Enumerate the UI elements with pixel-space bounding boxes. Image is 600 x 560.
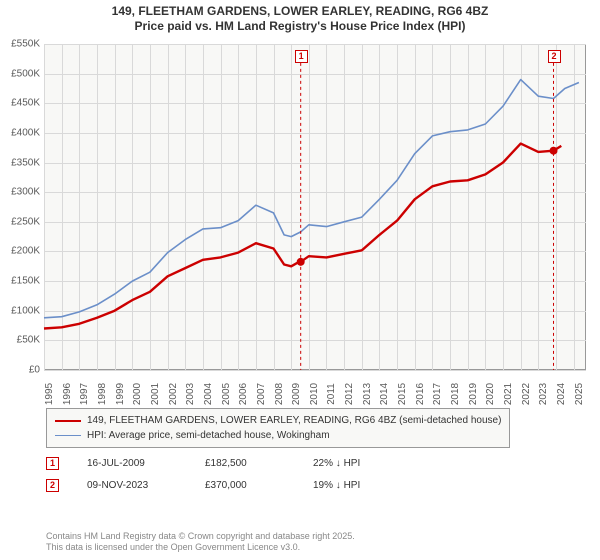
annotation-date: 09-NOV-2023 [87,480,177,491]
chart-title: 149, FLEETHAM GARDENS, LOWER EARLEY, REA… [0,0,600,36]
legend-label: HPI: Average price, semi-detached house,… [87,428,330,443]
footer-line-1: Contains HM Land Registry data © Crown c… [46,531,355,543]
chart-svg [44,44,586,370]
x-tick-label: 2022 [521,383,532,405]
x-tick-label: 2017 [432,383,443,405]
x-tick-label: 1996 [62,383,73,405]
legend-swatch-icon [55,435,81,436]
annotation-marker-icon: 1 [46,457,59,470]
annotation-diff: 22% ↓ HPI [313,458,403,469]
series-hpi [44,80,579,318]
x-tick-label: 2007 [256,383,267,405]
x-tick-label: 2008 [274,383,285,405]
x-tick-label: 1998 [97,383,108,405]
annotation-date: 16-JUL-2009 [87,458,177,469]
y-tick-label: £0 [29,365,40,376]
x-tick-label: 2015 [397,383,408,405]
footer-attribution: Contains HM Land Registry data © Crown c… [46,531,355,554]
x-tick-label: 2019 [468,383,479,405]
annotation-row: 1 16-JUL-2009 £182,500 22% ↓ HPI [46,452,403,474]
title-line-2: Price paid vs. HM Land Registry's House … [10,19,590,34]
x-tick-label: 2004 [203,383,214,405]
legend-item: 149, FLEETHAM GARDENS, LOWER EARLEY, REA… [55,413,501,428]
x-tick-label: 2025 [574,383,585,405]
legend: 149, FLEETHAM GARDENS, LOWER EARLEY, REA… [46,408,510,448]
y-tick-label: £50K [17,335,40,346]
x-tick-label: 2021 [503,383,514,405]
x-tick-label: 1995 [44,383,55,405]
legend-label: 149, FLEETHAM GARDENS, LOWER EARLEY, REA… [87,413,501,428]
y-tick-label: £250K [11,216,40,227]
callout-box-icon: 1 [295,50,308,63]
x-tick-label: 2002 [168,383,179,405]
series-price_paid [44,144,561,329]
x-tick-label: 2009 [291,383,302,405]
annotation-marker-icon: 2 [46,479,59,492]
annotation-table: 1 16-JUL-2009 £182,500 22% ↓ HPI 2 09-NO… [46,452,403,496]
y-tick-label: £100K [11,305,40,316]
title-line-1: 149, FLEETHAM GARDENS, LOWER EARLEY, REA… [10,4,590,19]
x-tick-label: 2012 [344,383,355,405]
x-tick-label: 2005 [221,383,232,405]
x-tick-label: 2020 [485,383,496,405]
y-tick-label: £200K [11,246,40,257]
y-tick-label: £500K [11,68,40,79]
y-tick-label: £550K [11,39,40,50]
x-tick-label: 2016 [415,383,426,405]
x-tick-label: 2001 [150,383,161,405]
y-tick-label: £400K [11,127,40,138]
legend-swatch-icon [55,420,81,422]
x-tick-label: 2010 [309,383,320,405]
x-tick-label: 2003 [185,383,196,405]
annotation-row: 2 09-NOV-2023 £370,000 19% ↓ HPI [46,474,403,496]
y-tick-label: £150K [11,276,40,287]
x-tick-label: 1999 [115,383,126,405]
x-tick-label: 2011 [326,383,337,405]
x-tick-label: 2013 [362,383,373,405]
annotation-price: £182,500 [205,458,285,469]
annotation-diff: 19% ↓ HPI [313,480,403,491]
x-tick-label: 2018 [450,383,461,405]
plot-area: £0£50K£100K£150K£200K£250K£300K£350K£400… [44,44,586,370]
x-tick-label: 2023 [538,383,549,405]
x-tick-label: 2006 [238,383,249,405]
footer-line-2: This data is licensed under the Open Gov… [46,542,355,554]
legend-item: HPI: Average price, semi-detached house,… [55,428,501,443]
y-tick-label: £450K [11,98,40,109]
chart-container: 149, FLEETHAM GARDENS, LOWER EARLEY, REA… [0,0,600,560]
x-tick-label: 2000 [132,383,143,405]
y-tick-label: £300K [11,187,40,198]
x-tick-label: 1997 [79,383,90,405]
x-tick-label: 2024 [556,383,567,405]
annotation-price: £370,000 [205,480,285,491]
x-tick-label: 2014 [379,383,390,405]
callout-box-icon: 2 [548,50,561,63]
y-tick-label: £350K [11,157,40,168]
